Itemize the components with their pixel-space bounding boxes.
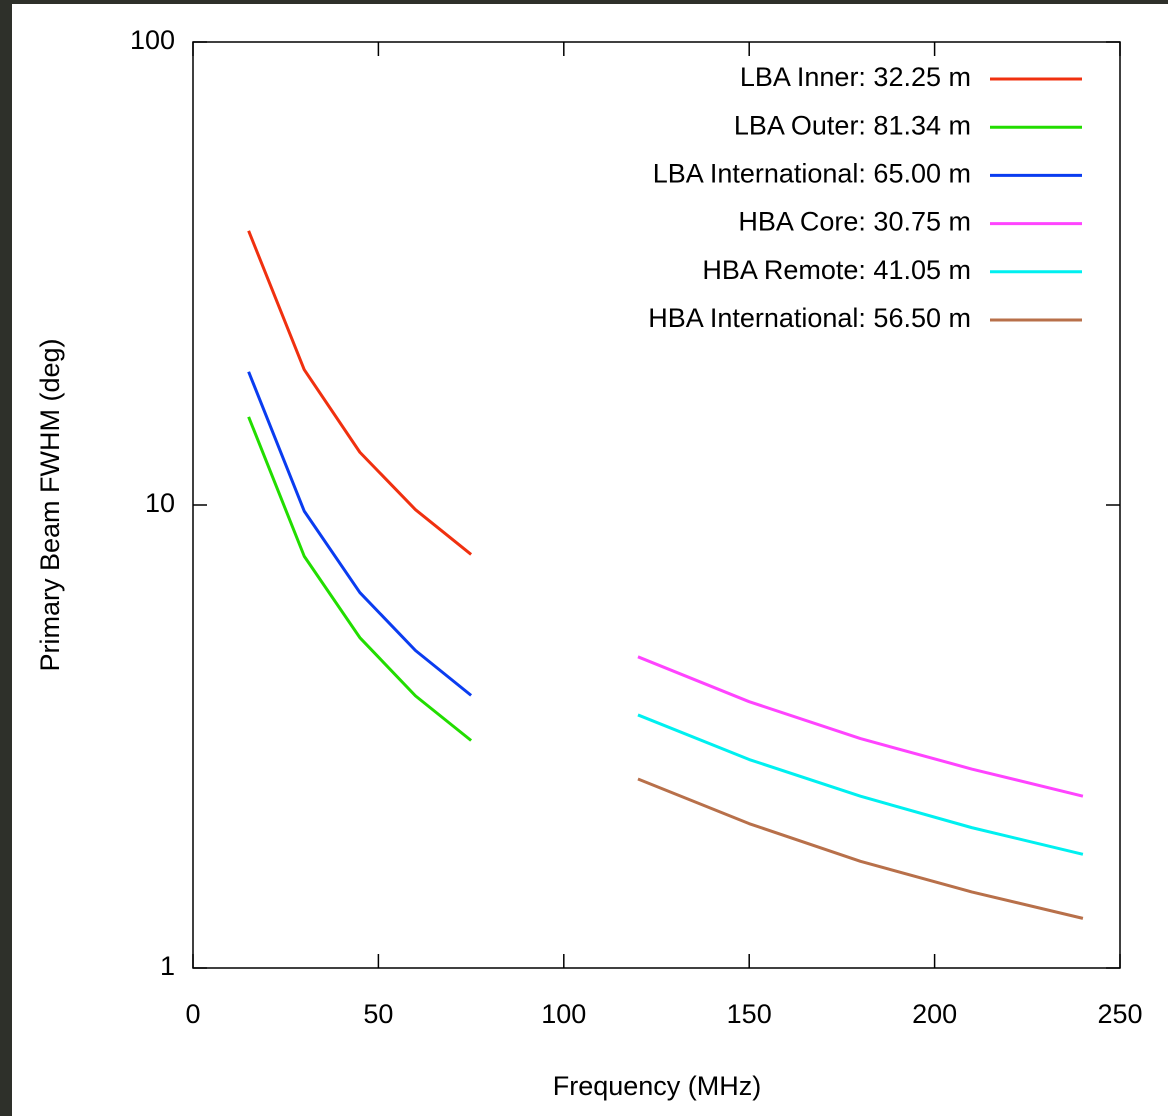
legend-label: HBA International: 56.50 m [648, 303, 971, 333]
legend-label: LBA Outer: 81.34 m [734, 110, 971, 140]
series-line [247, 230, 473, 556]
x-axis-label: Frequency (MHz) [553, 1071, 762, 1101]
y-tick-label: 1 [160, 951, 175, 981]
x-tick-label: 250 [1097, 999, 1142, 1029]
x-tick-label: 100 [541, 999, 586, 1029]
series-line [247, 371, 473, 697]
x-tick-label: 150 [727, 999, 772, 1029]
legend-label: LBA Inner: 32.25 m [740, 62, 971, 92]
y-axis-label: Primary Beam FWHM (deg) [35, 338, 65, 671]
y-tick-label: 10 [145, 488, 175, 518]
legend-label: LBA International: 65.00 m [653, 159, 971, 189]
background [12, 4, 1168, 1116]
x-tick-label: 0 [185, 999, 200, 1029]
legend-label: HBA Remote: 41.05 m [702, 255, 971, 285]
legend-label: HBA Core: 30.75 m [738, 207, 971, 237]
series-line [637, 655, 1084, 798]
y-tick-label: 100 [130, 25, 175, 55]
x-tick-label: 50 [363, 999, 393, 1029]
series-line [637, 777, 1084, 920]
series-line [637, 713, 1084, 856]
series-line [247, 416, 473, 742]
x-tick-label: 200 [912, 999, 957, 1029]
